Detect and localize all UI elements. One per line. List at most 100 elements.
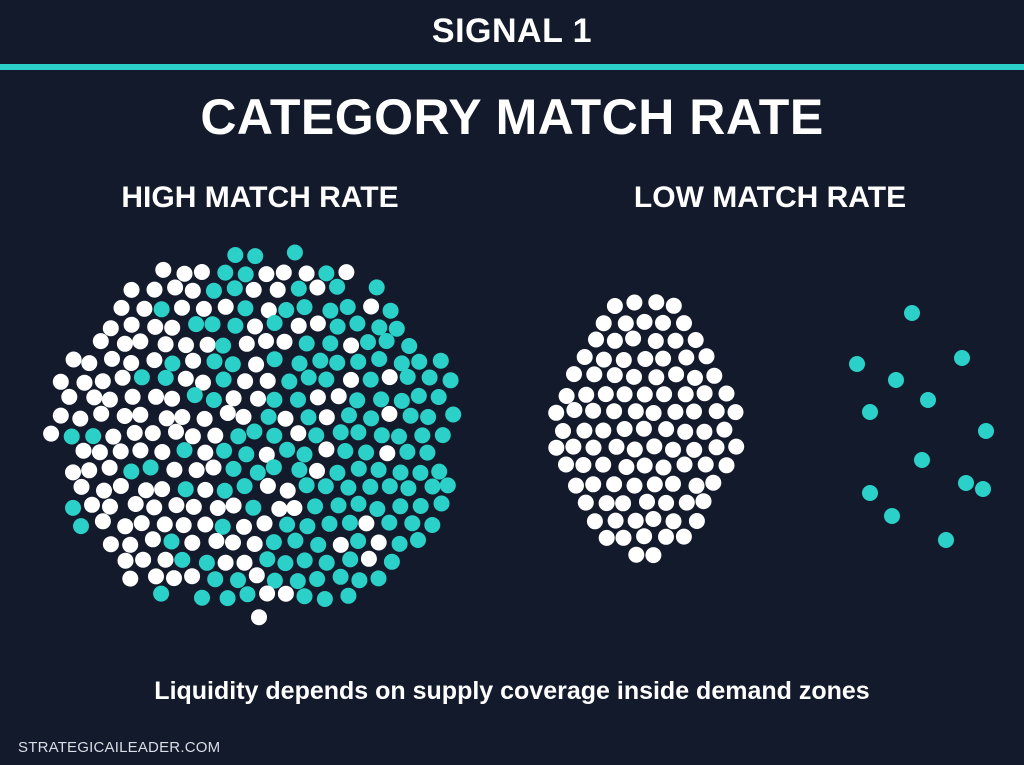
- high-match-dot: [235, 408, 252, 425]
- low-match-white-dot: [595, 351, 612, 368]
- low-match-white-dot: [688, 513, 705, 529]
- high-match-dot: [412, 498, 429, 514]
- high-match-dot: [230, 428, 247, 445]
- high-match-dot: [371, 319, 388, 336]
- high-match-dot: [199, 336, 216, 353]
- low-match-white-dot: [665, 513, 682, 530]
- low-match-white-dot: [558, 456, 574, 473]
- high-match-dot: [236, 478, 253, 495]
- low-match-white-dot: [616, 421, 633, 437]
- low-match-white-dot: [677, 423, 694, 440]
- low-match-white-dot: [627, 512, 644, 529]
- low-match-white-dot: [585, 476, 602, 493]
- low-match-white-dot: [676, 456, 693, 473]
- high-match-dot: [117, 552, 134, 569]
- high-match-dot: [75, 442, 92, 459]
- high-match-dot: [146, 499, 163, 516]
- high-match-dot: [291, 461, 308, 478]
- high-match-dot: [340, 587, 357, 604]
- high-match-dot: [309, 315, 326, 332]
- high-match-dot: [316, 591, 333, 607]
- low-match-white-dot: [656, 386, 673, 403]
- low-match-white-dot: [706, 367, 723, 384]
- high-match-dot: [157, 551, 174, 568]
- high-match-dot: [381, 478, 398, 495]
- high-match-dot: [330, 497, 347, 514]
- low-match-teal-dot: [954, 350, 970, 366]
- high-match-dot: [371, 351, 388, 367]
- high-match-dot: [259, 585, 276, 602]
- high-match-dot: [329, 354, 346, 371]
- high-match-dot: [329, 318, 346, 335]
- high-match-dot: [237, 373, 254, 390]
- high-match-dot: [318, 554, 335, 571]
- low-match-white-dot: [678, 349, 695, 366]
- low-match-white-dot: [696, 423, 713, 440]
- high-match-dot: [281, 373, 298, 390]
- high-match-dot: [250, 390, 266, 407]
- high-match-dot: [177, 370, 194, 387]
- high-match-dot: [176, 442, 193, 459]
- high-match-dot: [259, 372, 276, 389]
- low-match-white-dot: [727, 404, 744, 421]
- high-match-dot: [401, 338, 418, 354]
- low-match-white-dot: [668, 366, 685, 383]
- low-match-white-dot: [555, 423, 571, 439]
- low-match-white-dot: [658, 528, 674, 545]
- low-match-white-dot: [565, 438, 582, 455]
- high-match-dot: [332, 536, 349, 553]
- high-match-dot: [256, 515, 273, 532]
- low-match-white-dot: [625, 330, 642, 347]
- high-match-dot: [265, 459, 282, 476]
- low-match-white-dot: [636, 313, 653, 330]
- high-match-dot: [133, 515, 150, 532]
- high-match-dot: [322, 335, 339, 352]
- high-match-dot: [279, 482, 296, 499]
- low-match-white-dot: [576, 349, 593, 365]
- high-match-dot: [91, 444, 108, 461]
- high-match-dot: [424, 478, 441, 495]
- high-match-dot: [174, 299, 190, 316]
- high-match-dot: [73, 518, 89, 535]
- low-match-white-dot: [687, 369, 703, 386]
- high-match-dot: [65, 464, 81, 481]
- high-match-dot: [258, 446, 275, 463]
- high-match-dot: [381, 405, 398, 422]
- high-match-dot: [307, 498, 324, 515]
- low-match-white-dot: [705, 474, 722, 491]
- high-match-dot: [157, 369, 174, 386]
- high-match-dot: [275, 264, 292, 281]
- high-match-dot: [158, 410, 175, 427]
- high-match-dot: [186, 387, 203, 404]
- high-match-dot: [322, 302, 339, 319]
- high-match-dot: [226, 280, 243, 297]
- high-match-dot: [442, 372, 459, 389]
- high-match-dot: [76, 374, 93, 391]
- low-match-white-dot: [646, 476, 663, 493]
- high-match-dot: [350, 353, 367, 370]
- high-match-dot: [318, 265, 335, 282]
- low-match-white-dot: [658, 494, 675, 511]
- high-match-dot: [225, 497, 242, 514]
- high-match-dot: [164, 355, 181, 372]
- low-match-white-dot: [615, 352, 632, 368]
- low-match-white-dot: [645, 511, 662, 527]
- high-match-dot: [142, 459, 159, 476]
- high-match-dot: [227, 247, 244, 263]
- high-match-dot: [411, 353, 428, 370]
- high-match-dot: [205, 282, 222, 299]
- high-match-dot: [350, 424, 367, 441]
- low-match-teal-dot: [849, 356, 865, 372]
- low-match-white-dot: [686, 441, 703, 458]
- low-match-teal-dot: [975, 481, 991, 497]
- low-match-white-dot: [595, 315, 612, 332]
- low-match-white-dot: [637, 351, 654, 367]
- high-match-dot: [208, 533, 225, 549]
- low-match-white-dot: [647, 333, 664, 349]
- low-match-white-dot: [676, 315, 692, 332]
- high-match-dot: [430, 389, 447, 405]
- high-match-dot: [217, 298, 234, 315]
- low-match-white-dot: [688, 477, 705, 494]
- low-match-white-dot: [627, 403, 644, 420]
- low-match-white-dot: [606, 476, 623, 493]
